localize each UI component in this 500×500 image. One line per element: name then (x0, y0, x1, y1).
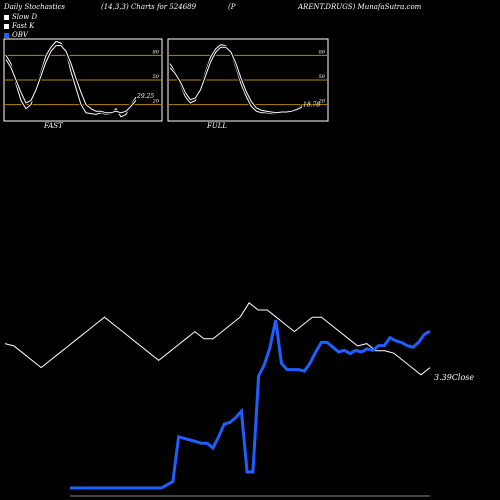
legend: Slow D Fast K OBV (4, 13, 37, 40)
full-series-1-line (169, 46, 303, 114)
ticker-part-a: (P (228, 3, 236, 11)
full-tick-label-80: 80 (319, 49, 326, 55)
fast-panel-label: FAST (44, 122, 63, 130)
full-last-value-label: 18.78 (303, 101, 320, 108)
chart-params: (14,3,3) Charts for 524689 (101, 3, 197, 11)
chart-title-left: Daily Stochastics (4, 3, 66, 11)
fast-last-value-label: 29.25 (136, 93, 154, 100)
full-tick-label-50: 50 (319, 74, 326, 80)
legend-label-fast-k: Fast K (12, 22, 35, 30)
legend-label-obv: OBV (12, 31, 28, 39)
fast-tick-label-80: 80 (153, 49, 160, 55)
legend-swatch-obv (4, 33, 9, 38)
legend-entry-fast-k: Fast K (4, 22, 37, 31)
full-panel-label: FULL (207, 122, 228, 130)
full-tick-label-20: 20 (318, 99, 326, 105)
fast-series-0-halo (4, 39, 138, 119)
legend-entry-slow-d: Slow D (4, 13, 37, 22)
obv-line (70, 319, 431, 490)
legend-swatch-slow-d (4, 15, 9, 20)
price-line (4, 302, 431, 376)
ticker-part-b: ARENT.DRUGS) MunafaSutra.com (298, 3, 422, 11)
fast-series-1-line (5, 45, 137, 114)
fast-tick-label-50: 50 (153, 74, 160, 80)
close-value-label: 3.39Close (434, 373, 474, 382)
fast-tick-label-20: 20 (152, 99, 160, 105)
legend-label-slow-d: Slow D (12, 13, 38, 21)
legend-swatch-fast-k (4, 24, 9, 29)
legend-entry-obv: OBV (4, 31, 37, 40)
